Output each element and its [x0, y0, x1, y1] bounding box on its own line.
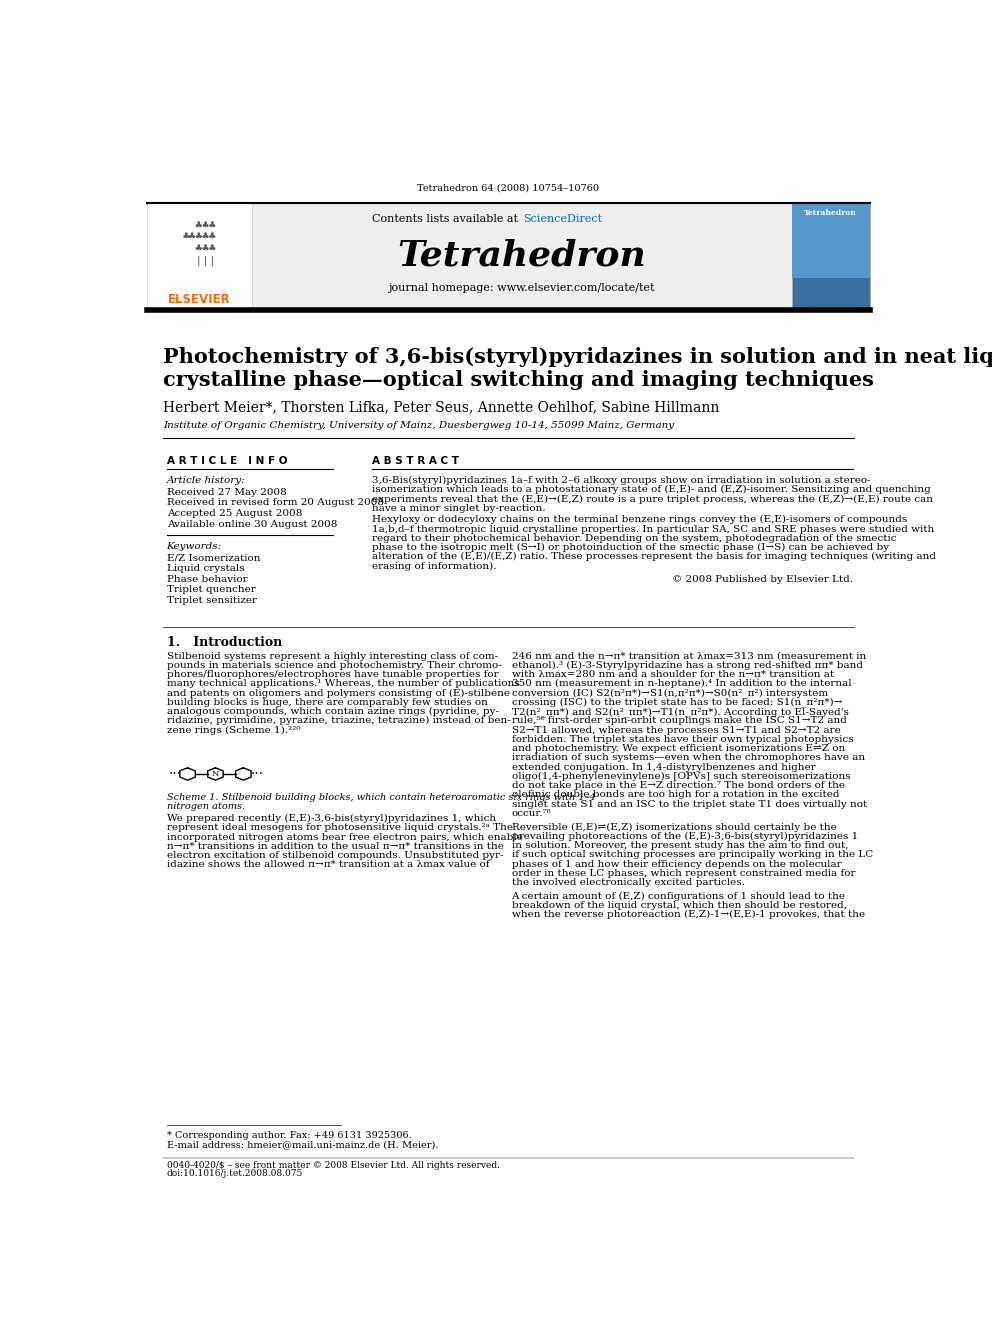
Text: do not take place in the E→Z direction.⁷ The bond orders of the: do not take place in the E→Z direction.⁷…: [512, 781, 844, 790]
Text: regard to their photochemical behavior. Depending on the system, photodegradatio: regard to their photochemical behavior. …: [372, 534, 897, 542]
Text: and patents on oligomers and polymers consisting of (E)-stilbene: and patents on oligomers and polymers co…: [167, 688, 510, 697]
Text: Article history:: Article history:: [167, 476, 245, 486]
Text: alteration of the (E,E)/(E,Z) ratio. These processes represent the basis for ima: alteration of the (E,E)/(E,Z) ratio. The…: [372, 552, 936, 561]
Text: 3,6-Bis(styryl)pyridazines 1a–f with 2–6 alkoxy groups show on irradiation in so: 3,6-Bis(styryl)pyridazines 1a–f with 2–6…: [372, 476, 871, 486]
Text: 350 nm (measurement in n-heptane).⁴ In addition to the internal: 350 nm (measurement in n-heptane).⁴ In a…: [512, 679, 851, 688]
Text: and photochemistry. We expect efficient isomerizations E⇌Z on: and photochemistry. We expect efficient …: [512, 744, 845, 753]
Text: ···: ···: [169, 767, 183, 781]
Text: order in these LC phases, which represent constrained media for: order in these LC phases, which represen…: [512, 869, 855, 878]
Text: Accepted 25 August 2008: Accepted 25 August 2008: [167, 509, 302, 519]
Text: isomerization which leads to a photostationary state of (E,E)- and (E,Z)-isomer.: isomerization which leads to a photostat…: [372, 486, 930, 495]
Bar: [792, 204, 870, 308]
Text: doi:10.1016/j.tet.2008.08.075: doi:10.1016/j.tet.2008.08.075: [167, 1170, 303, 1177]
Text: have a minor singlet by-reaction.: have a minor singlet by-reaction.: [372, 504, 546, 513]
Text: in solution. Moreover, the present study has the aim to find out,: in solution. Moreover, the present study…: [512, 841, 848, 851]
Text: when the reverse photoreaction (E,Z)-1→(E,E)-1 provokes, that the: when the reverse photoreaction (E,Z)-1→(…: [512, 910, 865, 919]
Text: Received 27 May 2008: Received 27 May 2008: [167, 488, 287, 496]
Text: crystalline phase—optical switching and imaging techniques: crystalline phase—optical switching and …: [163, 369, 874, 390]
Text: Scheme 1. Stilbenoid building blocks, which contain heteroaromatic six rings wit: Scheme 1. Stilbenoid building blocks, wh…: [167, 792, 595, 802]
Text: Stilbenoid systems represent a highly interesting class of com-: Stilbenoid systems represent a highly in…: [167, 652, 498, 660]
Text: ridazine, pyrimidine, pyrazine, triazine, tetrazine) instead of ben-: ridazine, pyrimidine, pyrazine, triazine…: [167, 716, 510, 725]
Bar: [792, 204, 870, 278]
Text: the involved electronically excited particles.: the involved electronically excited part…: [512, 878, 744, 886]
Text: E/Z Isomerization: E/Z Isomerization: [167, 553, 260, 562]
Text: singlet state S1 and an ISC to the triplet state T1 does virtually not: singlet state S1 and an ISC to the tripl…: [512, 799, 867, 808]
Text: irradiation of such systems—even when the chromophores have an: irradiation of such systems—even when th…: [512, 753, 865, 762]
Text: many technical applications.¹ Whereas, the number of publications: many technical applications.¹ Whereas, t…: [167, 680, 520, 688]
Text: electron excitation of stilbenoid compounds. Unsubstituted pyr-: electron excitation of stilbenoid compou…: [167, 851, 503, 860]
Text: Tetrahedron 64 (2008) 10754–10760: Tetrahedron 64 (2008) 10754–10760: [418, 184, 599, 193]
Text: incorporated nitrogen atoms bear free electron pairs, which enable: incorporated nitrogen atoms bear free el…: [167, 832, 523, 841]
Text: ♣♣♣
♣♣♣♣♣
  ♣♣♣
  |||: ♣♣♣ ♣♣♣♣♣ ♣♣♣ |||: [183, 221, 216, 266]
Text: Photochemistry of 3,6-bis(styryl)pyridazines in solution and in neat liquid: Photochemistry of 3,6-bis(styryl)pyridaz…: [163, 348, 992, 368]
Text: ···: ···: [251, 767, 264, 781]
Text: E-mail address: hmeier@mail.uni-mainz.de (H. Meier).: E-mail address: hmeier@mail.uni-mainz.de…: [167, 1140, 438, 1150]
Text: ELSEVIER: ELSEVIER: [168, 294, 230, 306]
Text: phases of 1 and how their efficiency depends on the molecular: phases of 1 and how their efficiency dep…: [512, 860, 841, 869]
Text: A certain amount of (E,Z) configurations of 1 should lead to the: A certain amount of (E,Z) configurations…: [512, 892, 845, 901]
Text: T2(n²_ππ*) and S2(n²_ππ*)→T1(n_π²π*). According to El-Sayed's: T2(n²_ππ*) and S2(n²_ππ*)→T1(n_π²π*). Ac…: [512, 706, 848, 717]
Text: ethanol).³ (E)-3-Styrylpyridazine has a strong red-shifted ππ* band: ethanol).³ (E)-3-Styrylpyridazine has a …: [512, 662, 862, 669]
Text: Institute of Organic Chemistry, University of Mainz, Duesbergweg 10-14, 55099 Ma: Institute of Organic Chemistry, Universi…: [163, 422, 674, 430]
Text: if such optical switching processes are principally working in the LC: if such optical switching processes are …: [512, 851, 873, 860]
Text: 1.   Introduction: 1. Introduction: [167, 636, 282, 648]
Text: Herbert Meier*, Thorsten Lifka, Peter Seus, Annette Oehlhof, Sabine Hillmann: Herbert Meier*, Thorsten Lifka, Peter Se…: [163, 401, 719, 414]
Text: Contents lists available at: Contents lists available at: [372, 214, 522, 224]
Text: olefinic double bonds are too high for a rotation in the excited: olefinic double bonds are too high for a…: [512, 790, 839, 799]
Text: 1a,b,d–f thermotropic liquid crystalline properties. In particular SA, SC and SR: 1a,b,d–f thermotropic liquid crystalline…: [372, 525, 934, 533]
Text: erasing of information).: erasing of information).: [372, 561, 497, 570]
Text: rule,⁵⁶ first-order spin-orbit couplings make the ISC S1→T2 and: rule,⁵⁶ first-order spin-orbit couplings…: [512, 716, 846, 725]
Text: n→π* transitions in addition to the usual π→π* transitions in the: n→π* transitions in addition to the usua…: [167, 841, 504, 851]
Text: 246 nm and the n→π* transition at λmax=313 nm (measurement in: 246 nm and the n→π* transition at λmax=3…: [512, 652, 866, 660]
Text: Available online 30 August 2008: Available online 30 August 2008: [167, 520, 337, 529]
Text: Liquid crystals: Liquid crystals: [167, 564, 244, 573]
Text: S2→T1 allowed, whereas the processes S1→T1 and S2→T2 are: S2→T1 allowed, whereas the processes S1→…: [512, 725, 840, 734]
Text: phase to the isotropic melt (S→I) or photoinduction of the smectic phase (I→S) c: phase to the isotropic melt (S→I) or pho…: [372, 542, 889, 552]
Text: breakdown of the liquid crystal, which then should be restored,: breakdown of the liquid crystal, which t…: [512, 901, 846, 910]
Text: represent ideal mesogens for photosensitive liquid crystals.²ᵃ The: represent ideal mesogens for photosensit…: [167, 823, 513, 832]
Text: Reversible (E,E)⇌(E,Z) isomerizations should certainly be the: Reversible (E,E)⇌(E,Z) isomerizations sh…: [512, 823, 836, 832]
Text: Triplet sensitizer: Triplet sensitizer: [167, 597, 257, 605]
Text: A R T I C L E   I N F O: A R T I C L E I N F O: [167, 456, 287, 467]
Text: Phase behavior: Phase behavior: [167, 574, 247, 583]
Text: forbidden. The triplet states have their own typical photophysics: forbidden. The triplet states have their…: [512, 734, 853, 744]
Text: occur.⁷⁸: occur.⁷⁸: [512, 808, 552, 818]
Bar: [252, 204, 792, 308]
Text: oligo(1,4-phenylenevinylene)s [OPVs] such stereoisomerizations: oligo(1,4-phenylenevinylene)s [OPVs] suc…: [512, 771, 850, 781]
Text: We prepared recently (E,E)-3,6-bis(styryl)pyridazines 1, which: We prepared recently (E,E)-3,6-bis(styry…: [167, 814, 496, 823]
Text: building blocks is huge, there are comparably few studies on: building blocks is huge, there are compa…: [167, 697, 487, 706]
Text: crossing (ISC) to the triplet state has to be faced: S1(n_π²π*)→: crossing (ISC) to the triplet state has …: [512, 697, 842, 708]
Text: analogous compounds, which contain azine rings (pyridine, py-: analogous compounds, which contain azine…: [167, 706, 499, 716]
Text: Received in revised form 20 August 2008: Received in revised form 20 August 2008: [167, 499, 384, 508]
Text: Tetrahedron: Tetrahedron: [397, 238, 646, 273]
Text: 0040-4020/$ – see front matter © 2008 Elsevier Ltd. All rights reserved.: 0040-4020/$ – see front matter © 2008 El…: [167, 1160, 500, 1170]
Text: phores/fluorophores/electrophores have tunable properties for: phores/fluorophores/electrophores have t…: [167, 671, 498, 679]
Text: * Corresponding author. Fax: +49 6131 3925306.: * Corresponding author. Fax: +49 6131 39…: [167, 1131, 412, 1139]
Text: Tetrahedron: Tetrahedron: [805, 209, 857, 217]
Text: N: N: [211, 770, 219, 778]
Text: Triplet quencher: Triplet quencher: [167, 586, 255, 594]
Text: pounds in materials science and photochemistry. Their chromo-: pounds in materials science and photoche…: [167, 662, 501, 669]
Text: zene rings (Scheme 1).²²⁰: zene rings (Scheme 1).²²⁰: [167, 725, 300, 734]
Text: Keywords:: Keywords:: [167, 541, 222, 550]
Text: ScienceDirect: ScienceDirect: [523, 214, 602, 224]
Text: extended conjugation. In 1,4-distyrylbenzenes and higher: extended conjugation. In 1,4-distyrylben…: [512, 762, 815, 771]
Text: Hexyloxy or dodecyloxy chains on the terminal benzene rings convey the (E,E)-iso: Hexyloxy or dodecyloxy chains on the ter…: [372, 516, 908, 524]
Text: with λmax=280 nm and a shoulder for the n→π* transition at: with λmax=280 nm and a shoulder for the …: [512, 671, 833, 679]
Text: A B S T R A C T: A B S T R A C T: [372, 456, 459, 467]
Text: nitrogen atoms.: nitrogen atoms.: [167, 802, 245, 811]
Text: prevailing photoreactions of the (E,E)-3,6-bis(styryl)pyridazines 1: prevailing photoreactions of the (E,E)-3…: [512, 832, 858, 841]
Text: idazine shows the allowed π→π* transition at a λmax value of: idazine shows the allowed π→π* transitio…: [167, 860, 489, 869]
Text: © 2008 Published by Elsevier Ltd.: © 2008 Published by Elsevier Ltd.: [672, 576, 852, 585]
Text: experiments reveal that the (E,E)→(E,Z) route is a pure triplet process, whereas: experiments reveal that the (E,E)→(E,Z) …: [372, 495, 933, 504]
Bar: [147, 204, 252, 308]
Text: journal homepage: www.elsevier.com/locate/tet: journal homepage: www.elsevier.com/locat…: [388, 283, 655, 294]
Text: conversion (IC) S2(n²π*)→S1(n,π²π*)→S0(n²_π²) intersystem: conversion (IC) S2(n²π*)→S1(n,π²π*)→S0(n…: [512, 688, 827, 699]
